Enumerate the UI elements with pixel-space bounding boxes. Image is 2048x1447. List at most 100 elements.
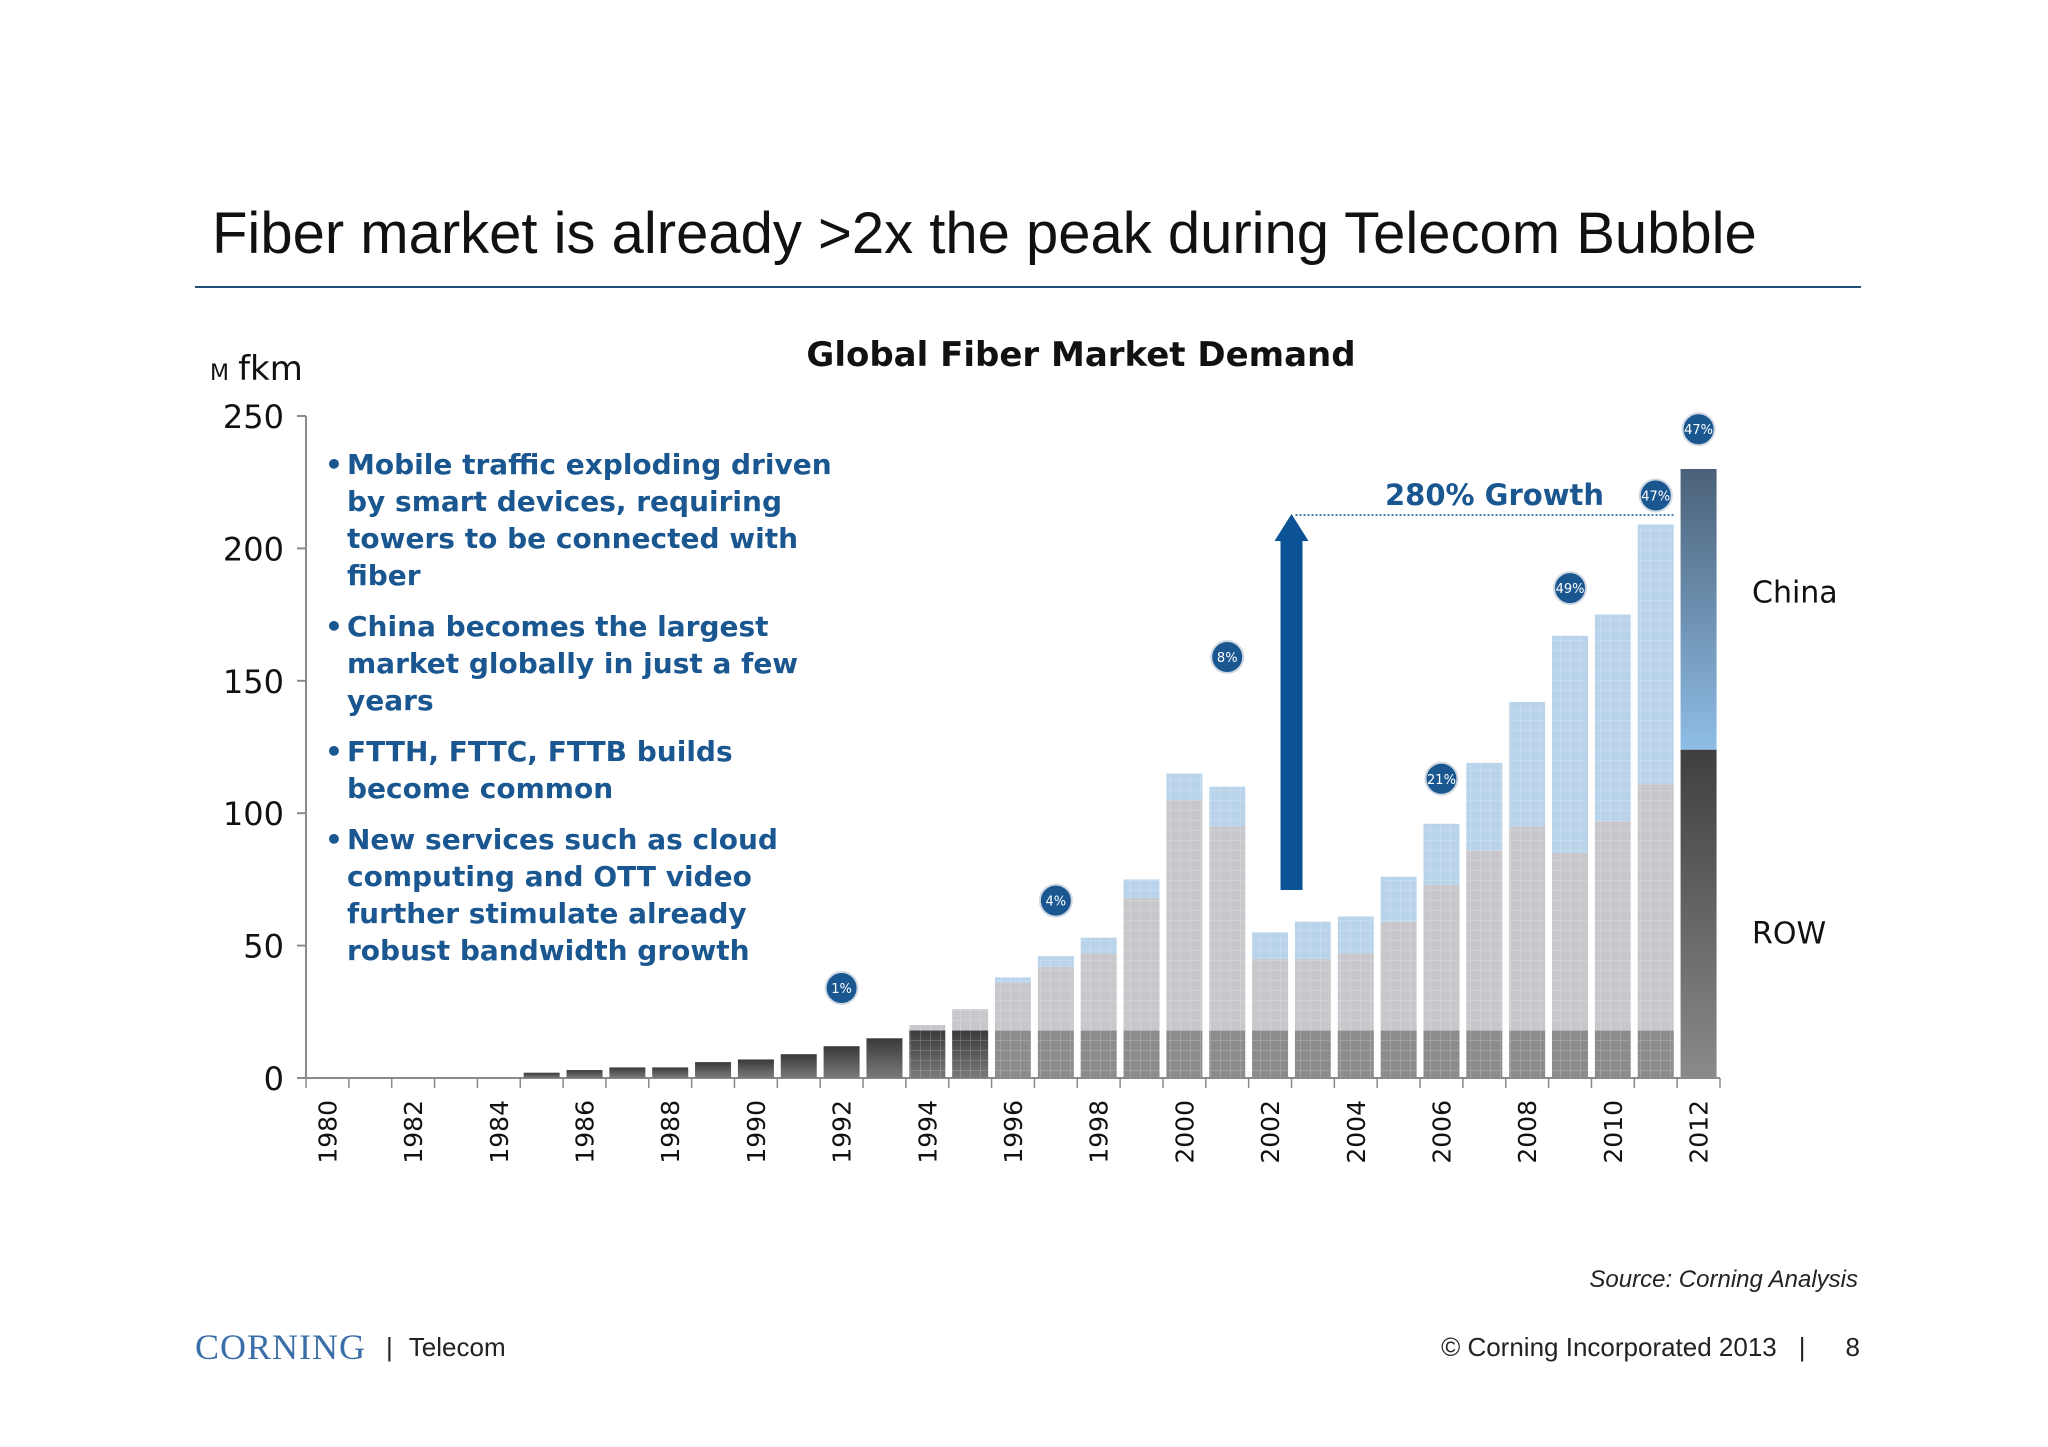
bullet-text: FTTH, FTTC, FTTB builds become common — [347, 735, 733, 805]
x-tick-label: 2010 — [1599, 1100, 1628, 1164]
bar-segment-grid — [1380, 1030, 1417, 1078]
bar-segment-grid — [1552, 852, 1589, 1031]
y-axis-label-prefix: M — [210, 361, 229, 386]
series-label-row: ROW — [1752, 917, 1826, 952]
y-tick-label: 100 — [223, 795, 284, 833]
footer-separator: | — [386, 1331, 393, 1362]
bar-segment-grid — [1423, 823, 1460, 885]
bar-segment-grid — [952, 1009, 989, 1031]
x-tick-label: 2008 — [1513, 1100, 1542, 1164]
x-tick-label: 1982 — [399, 1100, 428, 1164]
y-axis-label-unit: fkm — [238, 349, 303, 389]
bullet-marker: • — [325, 448, 343, 481]
series-label-china: China — [1752, 575, 1838, 610]
growth-arrow-shaft — [1280, 539, 1303, 890]
page-number: 8 — [1845, 1331, 1860, 1362]
bullet-text: Mobile traffic exploding driven by smart… — [347, 448, 832, 592]
share-badge — [1638, 478, 1673, 513]
bar-segment-grid — [1637, 784, 1674, 1031]
bullet-item: • China becomes the largest market global… — [325, 608, 845, 719]
bar-segment — [823, 1046, 860, 1078]
footer-section: Telecom — [408, 1331, 506, 1362]
x-tick-label: 1996 — [999, 1100, 1028, 1164]
bar-segment — [737, 1059, 774, 1078]
x-tick-label: 2004 — [1342, 1100, 1371, 1164]
bar-segment-grid — [1037, 1030, 1074, 1078]
bar-segment-grid — [1552, 635, 1589, 853]
share-badge-label: 49% — [1556, 582, 1585, 597]
x-tick-label: 1992 — [828, 1100, 857, 1164]
growth-label: 280% Growth — [1385, 478, 1604, 512]
bullet-text: China becomes the largest market globall… — [347, 610, 799, 717]
bar-segment — [652, 1067, 689, 1078]
bar-segment-grid — [909, 1030, 946, 1078]
bar-segment-grid — [1294, 958, 1331, 1031]
bar-segment-grid — [1337, 1030, 1374, 1078]
bar-segment-grid — [1209, 826, 1246, 1031]
copyright: © Corning Incorporated 2013 — [1441, 1331, 1777, 1362]
bar-segment-grid — [1252, 932, 1289, 959]
bar-segment-grid — [1380, 876, 1417, 922]
bar-segment-grid — [1337, 953, 1374, 1031]
bar-segment-grid — [1123, 897, 1160, 1031]
page-title: Fiber market is already >2x the peak dur… — [212, 201, 1757, 266]
bar-segment-grid — [1080, 1030, 1117, 1078]
title-divider — [195, 286, 1861, 288]
x-tick-label: 2012 — [1685, 1100, 1714, 1164]
growth-arrow-head — [1274, 513, 1309, 541]
bar-segment-grid — [1166, 799, 1203, 1031]
share-badge-label: 4% — [1046, 895, 1067, 910]
bar-segment — [866, 1038, 903, 1078]
share-badge — [1424, 761, 1459, 796]
bar-segment-grid — [1594, 614, 1631, 822]
footer-right: © Corning Incorporated 2013 | 8 — [1441, 1325, 1860, 1369]
bar-segment-grid — [1337, 916, 1374, 954]
x-axis: 1980 1982 1984 1986 1988 1990 1992 1994 1996 1998… — [305, 1077, 1721, 1164]
bar-segment-grid — [1252, 1030, 1289, 1078]
x-tick-label: 2002 — [1256, 1100, 1285, 1164]
bullet-item: • FTTH, FTTC, FTTB builds become common — [325, 733, 845, 807]
bullet-marker: • — [325, 610, 343, 643]
bar-segment-grid — [1294, 1030, 1331, 1078]
bullet-item: • Mobile traffic exploding driven by smar… — [325, 446, 845, 594]
footer-separator-right: | — [1798, 1331, 1806, 1362]
y-tick-label: 0 — [264, 1060, 284, 1098]
bar-segment-grid — [1209, 786, 1246, 827]
bar-segment-grid — [1252, 958, 1289, 1031]
bullet-item: • New services such as cloud computing an… — [325, 821, 845, 969]
chart-title: Global Fiber Market Demand — [806, 335, 1355, 375]
bullet-list: • Mobile traffic exploding driven by smar… — [325, 446, 845, 983]
x-tick-label: 1994 — [913, 1100, 942, 1164]
bars — [523, 468, 1717, 1078]
bar-segment — [780, 1054, 817, 1078]
y-axis-label: M fkm — [210, 349, 303, 389]
bar-segment-grid — [1209, 1030, 1246, 1078]
bar-segment-grid — [1037, 956, 1074, 967]
bar-segment-grid — [1637, 524, 1674, 785]
share-badge-label: 47% — [1684, 423, 1713, 438]
share-badge — [824, 970, 859, 1005]
bar-segment-grid — [1466, 1030, 1503, 1078]
x-tick-label: 1998 — [1085, 1100, 1114, 1164]
bar-segment-grid — [1594, 821, 1631, 1031]
bar-segment-grid — [1166, 773, 1203, 800]
bar-segment-grid — [1594, 1030, 1631, 1078]
bar-segment-grid — [995, 1030, 1031, 1078]
bar-segment-grid — [1294, 921, 1331, 959]
annotations: 1% 4% 8% 21% 49% 47% 47% — [824, 412, 1716, 1005]
share-badge-label: 21% — [1427, 773, 1456, 788]
bar-2012-row — [1680, 749, 1717, 1078]
bar-2012-china — [1680, 468, 1717, 750]
bar-segment-grid — [1123, 879, 1160, 898]
bar-segment-grid — [1466, 850, 1503, 1031]
share-badge-label: 8% — [1217, 651, 1238, 666]
bar-segment-grid — [952, 1030, 989, 1078]
bar-segment-grid — [1380, 921, 1417, 1031]
y-tick-label: 250 — [223, 398, 284, 436]
bar-segment-grid — [1123, 1030, 1160, 1078]
bar-segment-grid — [1552, 1030, 1589, 1078]
footer-left: CORNING | Telecom — [195, 1325, 506, 1369]
growth-arrow: 280% Growth — [1274, 478, 1674, 890]
bullet-marker: • — [325, 735, 343, 768]
